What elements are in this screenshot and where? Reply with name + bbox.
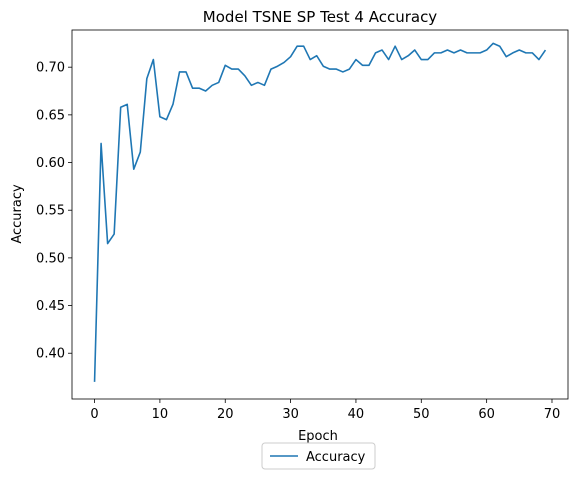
legend: Accuracy <box>261 442 376 470</box>
x-tick-label: 20 <box>217 407 234 422</box>
plot-area <box>72 30 568 399</box>
x-axis-ticks: 0 10 20 30 40 50 60 70 <box>90 399 560 422</box>
chart-title: Model TSNE SP Test 4 Accuracy <box>203 8 438 26</box>
legend-box <box>261 442 376 470</box>
x-tick-label: 40 <box>348 407 365 422</box>
x-tick-label: 60 <box>478 407 495 422</box>
x-tick-label: 70 <box>544 407 561 422</box>
y-tick-label: 0.45 <box>36 299 65 314</box>
legend-label: Accuracy <box>306 450 366 465</box>
y-tick-label: 0.50 <box>36 251 65 266</box>
y-tick-label: 0.70 <box>36 61 65 76</box>
x-tick-label: 10 <box>152 407 169 422</box>
y-tick-label: 0.40 <box>36 347 65 362</box>
y-tick-label: 0.65 <box>36 108 65 123</box>
plot-frame <box>71 29 569 400</box>
y-axis-title: Accuracy <box>10 184 25 244</box>
x-tick-label: 0 <box>90 407 98 422</box>
x-tick-label: 30 <box>282 407 299 422</box>
x-axis-title: Epoch <box>298 429 338 444</box>
y-tick-label: 0.60 <box>36 156 65 171</box>
y-tick-label: 0.55 <box>36 204 65 219</box>
accuracy-series-line <box>93 42 547 382</box>
y-axis-ticks: 0.40 0.45 0.50 0.55 0.60 0.65 0.70 <box>36 61 72 362</box>
x-tick-label: 50 <box>413 407 430 422</box>
